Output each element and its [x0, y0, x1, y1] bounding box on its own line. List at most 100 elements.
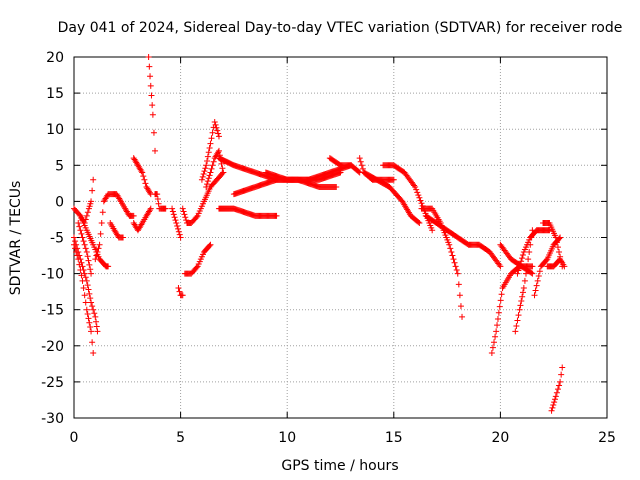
data-point — [145, 54, 152, 60]
data-point — [93, 318, 100, 325]
data-point — [219, 165, 226, 172]
data-point — [86, 261, 93, 268]
data-point — [146, 63, 153, 70]
data-point — [117, 196, 124, 203]
series-t24 — [360, 169, 423, 227]
data-point — [418, 200, 425, 207]
data-point — [491, 339, 498, 346]
data-point — [176, 231, 183, 238]
data-point — [453, 266, 460, 273]
series-t31 — [514, 227, 553, 277]
data-point — [88, 299, 95, 306]
data-point — [201, 168, 208, 175]
data-point — [516, 264, 523, 271]
data-point — [141, 176, 148, 183]
data-point — [85, 257, 92, 264]
data-point — [447, 245, 454, 252]
data-point — [83, 212, 90, 219]
series-t10 — [145, 54, 159, 154]
data-point — [415, 219, 422, 226]
series-t32 — [531, 234, 564, 299]
data-point — [162, 205, 169, 212]
data-point — [519, 289, 526, 296]
y-tick-label: 0 — [55, 194, 64, 210]
data-point — [359, 165, 366, 172]
data-point — [82, 216, 89, 223]
series-t13 — [175, 285, 186, 299]
data-point — [79, 234, 86, 241]
data-point — [452, 263, 459, 270]
data-point — [177, 234, 184, 241]
data-point — [451, 259, 458, 266]
data-point — [147, 205, 154, 212]
series-t03 — [71, 234, 101, 335]
data-point — [84, 209, 91, 216]
series-t14 — [181, 241, 214, 277]
data-point — [214, 127, 221, 134]
data-point — [80, 266, 87, 273]
data-point — [518, 298, 525, 305]
y-tick-label: 15 — [46, 86, 64, 102]
series-t21 — [262, 162, 355, 183]
data-point — [72, 238, 79, 245]
data-point — [76, 211, 83, 218]
data-point — [170, 211, 177, 218]
x-tick-label: 20 — [491, 430, 509, 446]
data-point — [494, 315, 501, 322]
data-point — [524, 263, 531, 270]
data-point — [206, 144, 213, 151]
data-point — [454, 270, 461, 277]
series-t34 — [544, 256, 568, 270]
data-point — [71, 234, 77, 241]
data-point — [414, 189, 421, 196]
data-point — [496, 261, 503, 268]
y-tick-label: 20 — [46, 50, 64, 66]
data-point — [446, 241, 453, 248]
data-point — [193, 214, 200, 221]
data-point — [93, 252, 100, 259]
data-point — [91, 310, 98, 317]
data-point — [81, 241, 88, 248]
data-point — [140, 173, 147, 180]
data-point — [515, 312, 522, 319]
y-tick-label: 5 — [55, 158, 64, 174]
data-point — [173, 220, 180, 227]
x-tick-label: 10 — [278, 430, 296, 446]
data-point — [175, 285, 182, 292]
data-point — [525, 256, 532, 263]
data-point — [213, 124, 220, 131]
data-point — [176, 288, 183, 295]
data-point — [81, 292, 88, 299]
data-point — [154, 195, 161, 202]
data-point — [333, 183, 340, 190]
data-point — [99, 209, 106, 216]
data-point — [456, 292, 463, 299]
data-point — [87, 324, 94, 331]
series-t35 — [548, 364, 566, 414]
data-point — [155, 200, 162, 207]
data-point — [429, 227, 436, 234]
series-t05 — [77, 176, 97, 227]
data-point — [552, 234, 559, 241]
data-point — [529, 270, 536, 277]
data-point — [147, 73, 154, 80]
data-point — [89, 187, 96, 194]
data-point — [149, 111, 156, 118]
data-point — [174, 222, 181, 229]
x-tick-label: 25 — [598, 430, 616, 446]
data-point — [448, 248, 455, 255]
data-point — [273, 212, 280, 219]
series-t16 — [198, 118, 222, 183]
data-point — [154, 191, 161, 198]
data-point — [199, 173, 206, 180]
data-point — [518, 258, 525, 265]
data-point — [533, 282, 540, 289]
data-point — [83, 248, 90, 255]
series-t27 — [422, 212, 504, 270]
data-point — [78, 230, 85, 237]
data-point — [77, 256, 84, 263]
data-point — [526, 248, 533, 255]
data-point — [200, 170, 207, 177]
data-point — [73, 241, 80, 248]
